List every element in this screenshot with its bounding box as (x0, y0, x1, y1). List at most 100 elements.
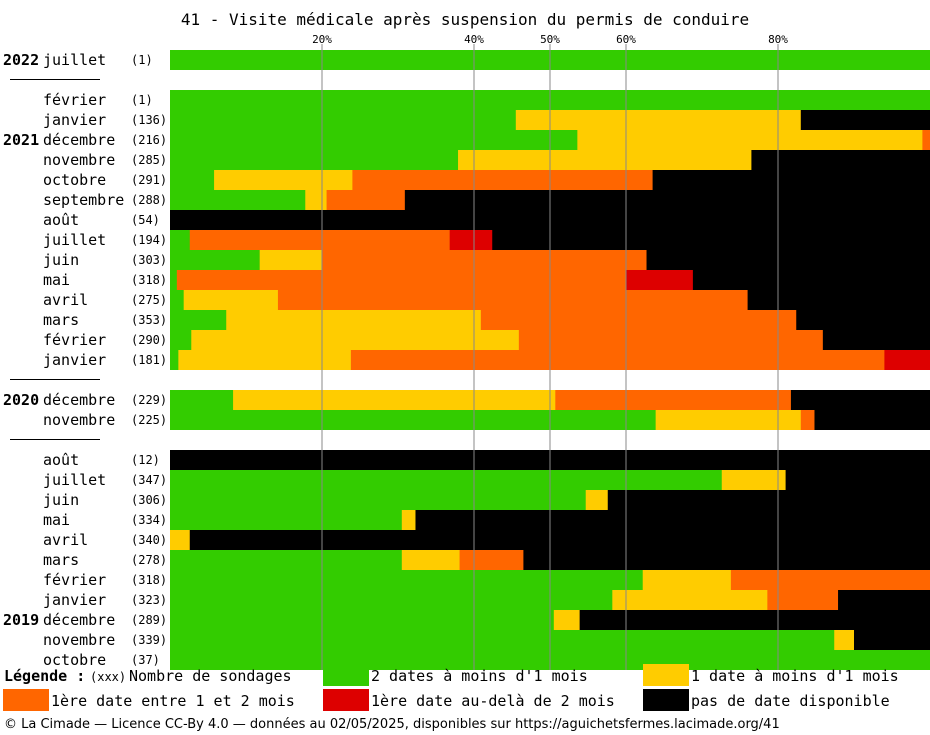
month-label: décembre (43, 131, 116, 149)
bar-segment-y (553, 610, 581, 630)
count-label: (303) (131, 253, 168, 267)
bar-segment-y (178, 350, 352, 370)
count-label: (225) (131, 413, 168, 427)
month-label: octobre (43, 171, 107, 189)
count-label: (290) (131, 333, 168, 347)
x-tick-label: 20% (312, 33, 332, 46)
count-label: (306) (131, 493, 168, 507)
count-label: (288) (131, 193, 168, 207)
bar-segment-o (459, 550, 524, 570)
bar-segment-g (170, 190, 306, 210)
year-label: 2022 (3, 51, 40, 69)
group-separator (10, 439, 100, 440)
bar-segment-y (612, 590, 768, 610)
bar-segment-y (577, 130, 923, 150)
bar-segment-o (480, 310, 797, 330)
month-label: novembre (43, 151, 116, 169)
legend-label-y: 1 date à moins d'1 mois (691, 667, 899, 685)
bar-segment-b (814, 410, 930, 430)
bar-segment-o (730, 570, 930, 590)
legend-count-description: Nombre de sondages (129, 667, 292, 685)
bar-segment-y (191, 330, 520, 350)
bar-segment-y (721, 470, 786, 490)
bar-segment-b (646, 250, 930, 270)
bar-segment-y (183, 290, 279, 310)
bar-segment-b (751, 150, 930, 170)
month-label: août (43, 451, 80, 469)
month-label: février (43, 331, 107, 349)
bar-segment-r (626, 270, 694, 290)
bar-segment-y (401, 510, 416, 530)
bar-segment-b (790, 390, 930, 410)
x-tick-label: 80% (768, 33, 788, 46)
bar-segment-g (170, 310, 227, 330)
month-label: juin (43, 251, 80, 269)
bar-segment-o (176, 270, 627, 290)
bar-segment-o (189, 230, 451, 250)
bar-segment-g (170, 410, 657, 430)
chart-title: 41 - Visite médicale après suspension du… (180, 10, 750, 29)
bar-segment-y (214, 170, 353, 190)
bar-segment-y (233, 390, 556, 410)
bar-segment-b (607, 490, 930, 510)
bar-segment-y (834, 630, 855, 650)
bar-segment-g (170, 130, 578, 150)
bar-segment-o (352, 170, 653, 190)
count-label: (136) (131, 113, 168, 127)
bar-segment-g (170, 290, 185, 310)
count-label: (347) (131, 473, 168, 487)
bar-segment-o (326, 190, 406, 210)
x-tick-label: 50% (540, 33, 560, 46)
count-label: (353) (131, 313, 168, 327)
bar-segment-g (170, 610, 555, 630)
count-label: (339) (131, 633, 168, 647)
bar-segment-g (170, 350, 179, 370)
legend-title: Légende : (4, 667, 86, 685)
bar-segment-b (747, 290, 930, 310)
month-label: janvier (43, 111, 107, 129)
legend-label-b: pas de date disponible (691, 692, 890, 710)
year-label: 2019 (3, 611, 40, 629)
legend-swatch-g (323, 664, 369, 686)
bar-segment-b (796, 310, 930, 330)
bar-segment-o (767, 590, 839, 610)
month-label: novembre (43, 631, 116, 649)
count-label: (323) (131, 593, 168, 607)
bar-segment-g (170, 510, 403, 530)
month-label: juillet (43, 51, 107, 69)
bar-segment-o (922, 130, 930, 150)
count-label: (291) (131, 173, 168, 187)
bar-segment-g (170, 490, 587, 510)
month-label: octobre (43, 651, 107, 669)
bar-segment-g (170, 570, 644, 590)
month-label: juillet (43, 231, 107, 249)
bar-segment-g (170, 250, 261, 270)
bar-segment-o (518, 330, 824, 350)
month-label: février (43, 571, 107, 589)
count-label: (229) (131, 393, 168, 407)
legend-label-g: 2 dates à moins d'1 mois (371, 667, 588, 685)
month-label: janvier (43, 591, 107, 609)
bar-segment-b (404, 190, 930, 210)
footer-credits: © La Cimade — Licence CC-By 4.0 — donnée… (4, 717, 780, 732)
month-label: septembre (43, 191, 125, 209)
bar-segment-r (449, 230, 493, 250)
bar-segment-g (170, 630, 835, 650)
bar-segment-o (322, 250, 647, 270)
bar-segment-g (170, 550, 403, 570)
legend-count-marker: (xxx) (90, 670, 127, 684)
bar-segment-b (785, 470, 930, 490)
month-label: novembre (43, 411, 116, 429)
legend-label-r: 1ère date au-delà de 2 mois (371, 692, 615, 710)
bar-segment-b (838, 590, 930, 610)
month-label: mai (43, 511, 71, 529)
bar-segment-b (492, 230, 930, 250)
bar-segment-g (170, 590, 613, 610)
count-label: (285) (131, 153, 168, 167)
bar-segment-o (800, 410, 815, 430)
count-label: (1) (131, 53, 153, 67)
count-label: (289) (131, 613, 168, 627)
legend-swatch-y (643, 664, 689, 686)
legend-swatch-r (323, 689, 369, 711)
